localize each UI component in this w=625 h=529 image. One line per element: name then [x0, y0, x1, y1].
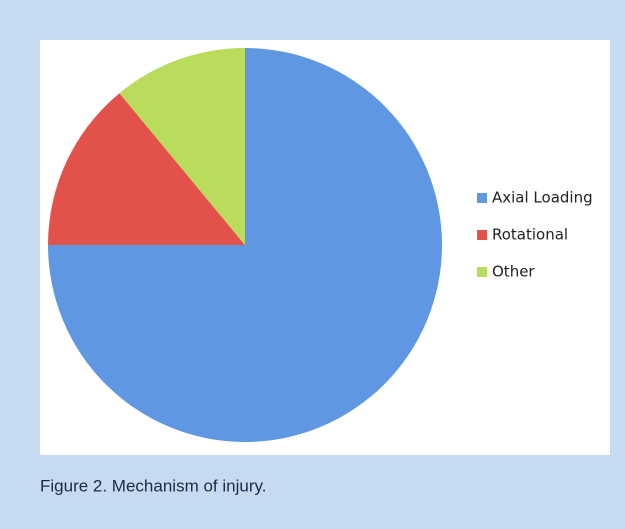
caption: Figure 2. Mechanism of injury.	[40, 476, 266, 495]
pie-slice	[119, 48, 245, 245]
pie-slice	[48, 93, 245, 245]
legend-swatch	[477, 193, 487, 203]
legend-label: Other	[492, 263, 535, 281]
legend-label: Axial Loading	[492, 189, 593, 207]
legend-swatch	[477, 267, 487, 277]
legend-swatch	[477, 230, 487, 240]
legend-label: Rotational	[492, 226, 568, 244]
